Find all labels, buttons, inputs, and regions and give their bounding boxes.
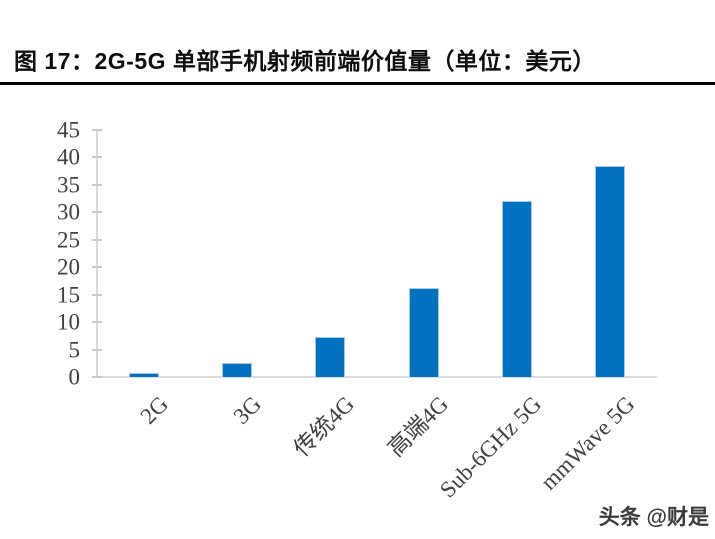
y-axis-tick-label: 0 <box>68 364 81 390</box>
x-category-label: 2G <box>135 391 173 429</box>
bar <box>129 373 159 377</box>
y-axis-tick <box>92 211 102 214</box>
x-category-label: 3G <box>228 391 266 429</box>
y-axis-tick-label: 20 <box>57 254 80 280</box>
bar <box>222 363 252 377</box>
figure-title: 图 17：2G-5G 单部手机射频前端价值量（单位：美元） <box>14 48 596 74</box>
bar <box>595 166 625 377</box>
x-category-label: mmWave 5G <box>535 391 640 495</box>
y-axis-tick <box>92 293 102 296</box>
y-axis-tick-label: 40 <box>57 144 80 170</box>
y-axis-tick <box>92 238 102 241</box>
y-axis-tick-label: 30 <box>57 199 80 225</box>
y-axis-line <box>96 129 98 378</box>
y-axis-tick <box>92 183 102 186</box>
y-axis-tick <box>92 156 102 159</box>
x-category-label: 高端4G <box>382 391 453 462</box>
bar <box>315 337 345 377</box>
y-axis-tick-label: 35 <box>57 172 80 198</box>
y-axis-tick <box>92 348 102 351</box>
y-axis-tick-label: 10 <box>57 309 80 335</box>
y-axis-tick <box>92 266 102 269</box>
y-axis-tick-label: 45 <box>57 117 80 143</box>
bar <box>409 288 439 377</box>
title-divider-rule <box>0 82 715 85</box>
watermark: 头条 @财是 <box>598 506 709 529</box>
bar <box>502 201 532 377</box>
y-axis-tick <box>92 129 102 131</box>
y-axis-tick-label: 25 <box>57 227 80 253</box>
y-axis-tick <box>92 376 102 378</box>
y-axis-tick-label: 5 <box>68 337 81 363</box>
y-axis-tick <box>92 321 102 324</box>
y-axis-tick-label: 15 <box>57 282 80 308</box>
x-category-label: 传统4G <box>289 391 360 462</box>
x-axis-line <box>96 376 657 378</box>
